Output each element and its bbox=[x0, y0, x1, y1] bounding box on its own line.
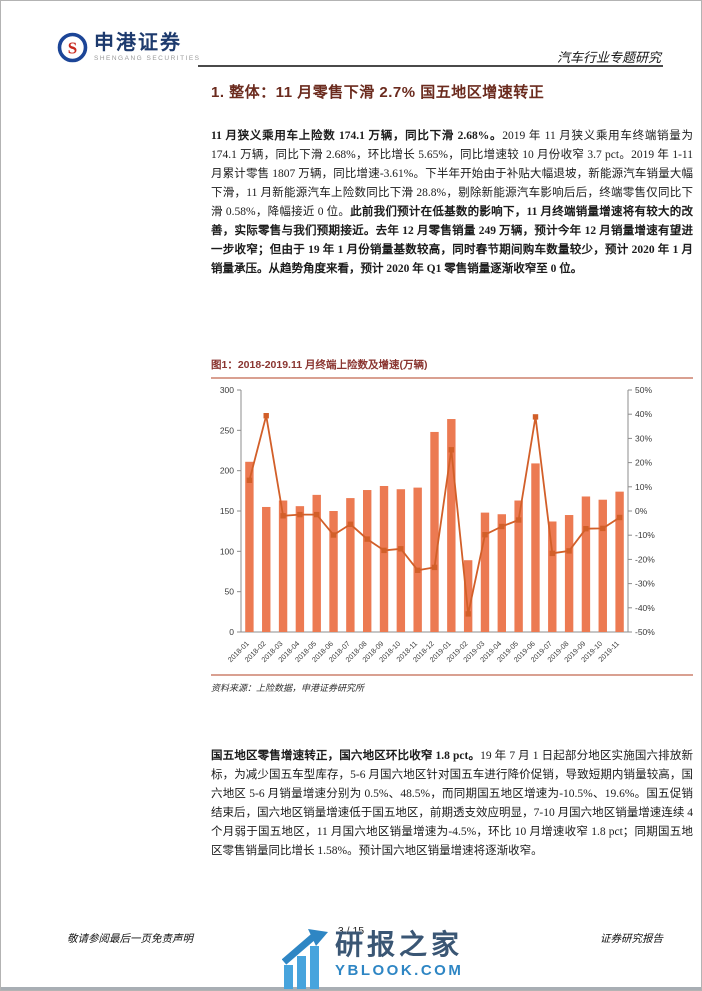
paragraph-2-lead: 国五地区零售增速转正，国六地区环比收窄 1.8 pct。 bbox=[211, 750, 481, 762]
left-tick-label: 150 bbox=[220, 506, 234, 516]
marker-2018-01 bbox=[246, 477, 253, 483]
marker-2019-04 bbox=[499, 523, 505, 530]
shengang-logo-icon: S bbox=[57, 32, 88, 63]
brand-text: 申港证券 SHENGANG SECURITIES bbox=[94, 32, 201, 62]
right-tick-label: 50% bbox=[635, 385, 652, 395]
left-tick-label: 50 bbox=[225, 587, 235, 597]
marker-2018-11 bbox=[415, 567, 421, 573]
left-tick-label: 300 bbox=[220, 385, 234, 395]
right-tick-label: -50% bbox=[635, 627, 655, 637]
left-tick-label: 0 bbox=[229, 627, 234, 637]
marker-2018-06 bbox=[330, 532, 337, 538]
watermark-site: YBLOOK.COM bbox=[335, 962, 464, 979]
bar-2018-02 bbox=[262, 506, 271, 632]
bar-2019-01 bbox=[447, 419, 456, 632]
marker-2018-02 bbox=[263, 413, 269, 419]
bar-2018-08 bbox=[363, 490, 372, 632]
figure-bottom-divider bbox=[211, 674, 693, 676]
section-title: 1. 整体：11 月零售下滑 2.7% 国五地区增速转正 bbox=[211, 84, 545, 101]
left-tick-label: 100 bbox=[220, 546, 234, 556]
bar-2018-01 bbox=[245, 461, 254, 632]
marker-2018-09 bbox=[381, 547, 387, 554]
paragraph-2-body: 19 年 7 月 1 日起部分地区实施国六排放新标，为减少国五车型库存，5-6 … bbox=[211, 750, 694, 857]
marker-2018-08 bbox=[364, 536, 370, 542]
right-tick-label: -40% bbox=[635, 603, 655, 613]
report-category-label: 汽车行业专题研究 bbox=[556, 50, 661, 65]
marker-2019-09 bbox=[583, 526, 589, 532]
brand-logo: S 申港证券 SHENGANG SECURITIES bbox=[57, 32, 201, 63]
bar-2018-11 bbox=[413, 487, 422, 632]
bar-2018-03 bbox=[278, 500, 288, 632]
right-tick-label: -30% bbox=[635, 579, 655, 589]
bar-2019-02 bbox=[463, 560, 473, 632]
figure-chart: 0 50 100 150 200 250 300 -50% -40% -30% -20% -10% 0%… bbox=[220, 385, 655, 664]
left-tick-label: 200 bbox=[220, 466, 234, 476]
paragraph-2: 国五地区零售增速转正，国六地区环比收窄 1.8 pct。19 年 7 月 1 日… bbox=[211, 747, 693, 861]
figure-1: 图1：2018-2019.11 月终端上险数及增速(万辆) 0 50 100 150 2… bbox=[211, 357, 693, 694]
svg-text:S: S bbox=[68, 39, 77, 58]
bar-2019-10 bbox=[598, 499, 607, 632]
bar-2018-12 bbox=[430, 431, 439, 632]
left-tick-label: 250 bbox=[220, 425, 234, 435]
marker-2018-07 bbox=[347, 521, 354, 527]
marker-2018-05 bbox=[314, 511, 320, 518]
paragraph-1-body: 2019 年 11 月狭义乘用车终端销量为 174.1 万辆，同比下滑 2.68… bbox=[211, 130, 693, 218]
bar-2019-05 bbox=[514, 500, 523, 632]
bar-2018-04 bbox=[295, 506, 305, 632]
bar-2019-07 bbox=[548, 521, 557, 632]
right-tick-label: -10% bbox=[635, 530, 655, 540]
marker-2018-12 bbox=[431, 564, 438, 571]
right-tick-label: 0% bbox=[635, 506, 648, 516]
right-tick-label: 20% bbox=[635, 458, 652, 468]
bar-2018-09 bbox=[379, 485, 389, 632]
page-bottom-edge bbox=[1, 987, 701, 990]
watermark-name: 研报之家 bbox=[335, 929, 464, 960]
bar-2018-07 bbox=[346, 498, 355, 632]
paragraph-1-lead: 11 月狭义乘用车上险数 174.1 万辆，同比下滑 2.68%。 bbox=[211, 130, 503, 142]
right-tick-label: 30% bbox=[635, 433, 652, 443]
marker-2019-01 bbox=[448, 447, 454, 453]
bar-2018-10 bbox=[396, 489, 406, 632]
footer-report-type: 证券研究报告 bbox=[600, 934, 663, 945]
marker-2019-03 bbox=[482, 532, 488, 538]
marker-2018-04 bbox=[297, 511, 303, 518]
header-divider bbox=[198, 65, 663, 67]
right-tick-label: -20% bbox=[635, 554, 655, 564]
marker-2018-10 bbox=[398, 546, 404, 552]
bar-2019-11 bbox=[615, 491, 624, 632]
figure-title: 图1：2018-2019.11 月终端上险数及增速(万辆) bbox=[211, 357, 693, 379]
right-tick-label: 10% bbox=[635, 482, 652, 492]
paragraph-1-tail: 此前我们预计在低基数的影响下，11 月终端销量增速将有较大的改善，实际零售与我们… bbox=[211, 206, 693, 275]
bar-2019-06 bbox=[531, 463, 540, 632]
watermark-chart-arrow-icon bbox=[282, 929, 328, 989]
paragraph-1: 11 月狭义乘用车上险数 174.1 万辆，同比下滑 2.68%。2019 年 … bbox=[211, 127, 693, 279]
figure-source-note: 资料来源：上险数据，申港证券研究所 bbox=[211, 683, 365, 693]
bar-2019-04 bbox=[497, 514, 506, 632]
bar-2019-09 bbox=[581, 496, 591, 632]
marker-2019-02 bbox=[465, 611, 471, 617]
marker-2019-08 bbox=[566, 548, 572, 554]
footer-disclaimer: 敬请参阅最后一页免责声明 bbox=[67, 934, 193, 945]
bar-2018-06 bbox=[329, 511, 338, 632]
brand-name-en: SHENGANG SECURITIES bbox=[94, 55, 201, 62]
footer-page-number: 3 / 15 bbox=[337, 925, 365, 937]
marker-2019-11 bbox=[616, 514, 623, 521]
marker-2018-03 bbox=[280, 513, 286, 519]
bar-2019-08 bbox=[564, 515, 574, 632]
marker-2019-06 bbox=[532, 414, 539, 420]
marker-2019-05 bbox=[515, 517, 522, 523]
right-tick-label: 40% bbox=[635, 409, 652, 419]
brand-name-cn: 申港证券 bbox=[94, 32, 182, 54]
bar-2019-03 bbox=[480, 512, 490, 632]
watermark-text: 研报之家 YBLOOK.COM bbox=[335, 929, 463, 979]
marker-2019-10 bbox=[600, 525, 606, 532]
watermark: 研报之家 YBLOOK.COM bbox=[282, 929, 463, 989]
bar-2018-05 bbox=[312, 494, 321, 632]
marker-2019-07 bbox=[549, 550, 555, 557]
